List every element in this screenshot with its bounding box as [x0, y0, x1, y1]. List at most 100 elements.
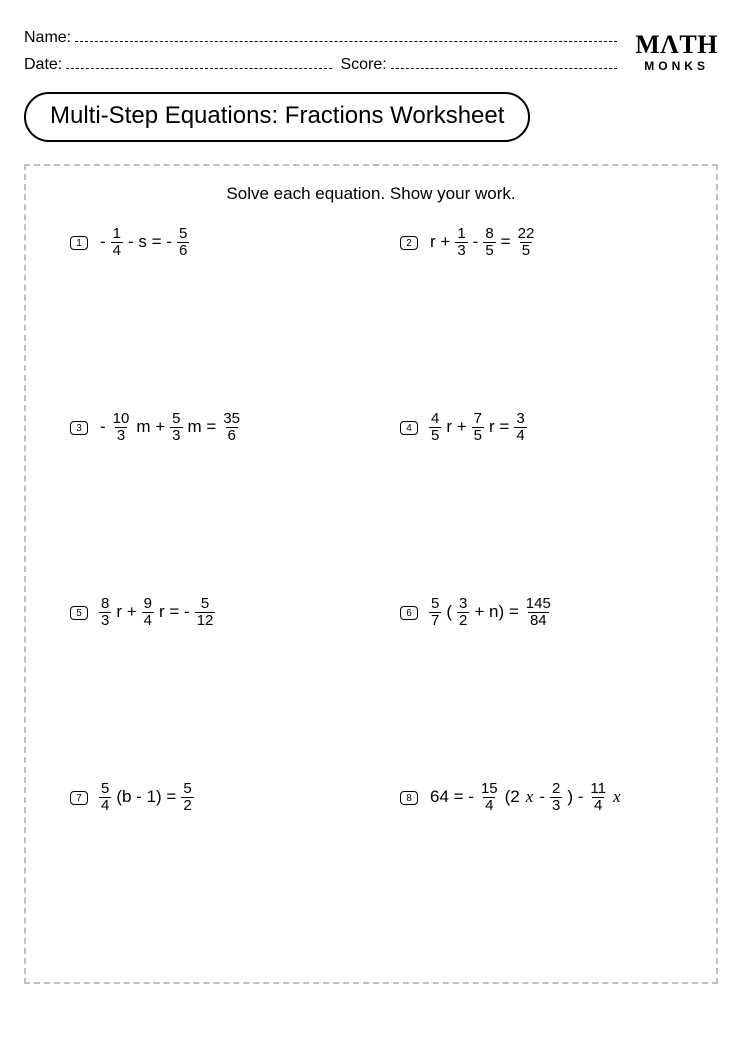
fraction: 53 [170, 411, 182, 444]
fraction-denominator: 6 [226, 427, 238, 444]
name-blank[interactable] [75, 28, 617, 42]
instruction-text: Solve each equation. Show your work. [46, 184, 696, 204]
equation-text: + n) = [472, 602, 520, 622]
equation-text: - s = - [126, 232, 174, 252]
fraction-denominator: 4 [592, 797, 604, 814]
score-blank[interactable] [391, 55, 618, 69]
fraction: 52 [181, 781, 193, 814]
score-field-row: Score: [340, 55, 617, 74]
logo-line2: MONKS [635, 60, 718, 72]
problem-number-badge: 2 [400, 236, 418, 250]
equation-text: m = [186, 417, 219, 437]
fraction: 34 [514, 411, 526, 444]
problem-number-badge: 1 [70, 236, 88, 250]
fraction-numerator: 11 [588, 781, 608, 797]
fraction: 13 [455, 226, 467, 259]
fraction: 45 [429, 411, 441, 444]
equation-text: 64 = - [428, 787, 476, 807]
fraction: 14584 [524, 596, 553, 629]
fraction-numerator: 5 [177, 226, 189, 242]
date-blank[interactable] [66, 55, 332, 69]
fraction-numerator: 9 [142, 596, 154, 612]
fraction-denominator: 3 [455, 242, 467, 259]
fraction-denominator: 7 [429, 612, 441, 629]
fraction-numerator: 145 [524, 596, 553, 612]
fraction: 14 [111, 226, 123, 259]
fraction-numerator: 5 [429, 596, 441, 612]
equation: -14 - s = -56 [98, 226, 190, 259]
date-field-row: Date: [24, 55, 332, 74]
problems-grid: 1-14 - s = -562r +13 - 85 = 2253-103m + … [46, 222, 696, 962]
equation: -103m + 53m = 356 [98, 411, 243, 444]
problem-number-badge: 4 [400, 421, 418, 435]
equation-text: - [98, 232, 108, 252]
fraction: 54 [99, 781, 111, 814]
equation-text: r = - [157, 602, 192, 622]
fraction: 83 [99, 596, 111, 629]
problem-1: 1-14 - s = -56 [46, 222, 366, 407]
equation-text: ) - [565, 787, 585, 807]
fraction-numerator: 1 [455, 226, 467, 242]
problem-7: 754(b - 1) = 52 [46, 777, 366, 962]
equation-text: r + [444, 417, 468, 437]
header: Name: Date: Score: MΛTH MONKS [24, 28, 718, 74]
variable: x [524, 787, 536, 807]
fraction-numerator: 8 [99, 596, 111, 612]
fraction-denominator: 4 [111, 242, 123, 259]
problem-4: 445r + 75r = 34 [376, 407, 696, 592]
equation: 83r + 94r = -512 [98, 596, 216, 629]
equation-text: (2 [503, 787, 522, 807]
name-label: Name: [24, 29, 71, 47]
fraction-numerator: 7 [472, 411, 484, 427]
fraction: 32 [457, 596, 469, 629]
fraction-numerator: 1 [111, 226, 123, 242]
problem-6: 657(32 + n) = 14584 [376, 592, 696, 777]
equation: r +13 - 85 = 225 [428, 226, 537, 259]
worksheet-page: Name: Date: Score: MΛTH MONKS Multi-Step… [0, 0, 742, 1004]
fraction-numerator: 22 [516, 226, 537, 242]
fraction-denominator: 3 [550, 797, 562, 814]
fraction-denominator: 6 [177, 242, 189, 259]
fraction-numerator: 35 [221, 411, 242, 427]
score-label: Score: [340, 56, 386, 74]
equation-text: m + [134, 417, 167, 437]
logo-line1: MΛTH [635, 32, 718, 58]
problem-8: 864 = -154(2x - 23) - 114x [376, 777, 696, 962]
work-area: Solve each equation. Show your work. 1-1… [24, 164, 718, 984]
fraction: 114 [588, 781, 608, 814]
fraction: 57 [429, 596, 441, 629]
fraction-denominator: 3 [115, 427, 127, 444]
problem-number-badge: 3 [70, 421, 88, 435]
date-label: Date: [24, 56, 62, 74]
worksheet-title: Multi-Step Equations: Fractions Workshee… [24, 92, 530, 142]
fraction-numerator: 3 [514, 411, 526, 427]
equation-text: r + [114, 602, 138, 622]
fraction-denominator: 4 [99, 797, 111, 814]
equation-text: ( [444, 602, 454, 622]
fraction-denominator: 84 [528, 612, 549, 629]
problem-5: 583r + 94r = -512 [46, 592, 366, 777]
equation: 57(32 + n) = 14584 [428, 596, 554, 629]
problem-2: 2r +13 - 85 = 225 [376, 222, 696, 407]
fraction-denominator: 3 [99, 612, 111, 629]
fraction-numerator: 5 [170, 411, 182, 427]
fraction: 85 [483, 226, 495, 259]
fraction: 356 [221, 411, 242, 444]
fraction-numerator: 4 [429, 411, 441, 427]
fraction-denominator: 2 [181, 797, 193, 814]
fraction-denominator: 5 [429, 427, 441, 444]
fraction-denominator: 4 [483, 797, 495, 814]
fraction-numerator: 5 [181, 781, 193, 797]
problem-number-badge: 8 [400, 791, 418, 805]
fraction-denominator: 4 [514, 427, 526, 444]
header-fields: Name: Date: Score: [24, 28, 617, 74]
equation-text: - [537, 787, 547, 807]
fraction-denominator: 5 [483, 242, 495, 259]
fraction-numerator: 8 [483, 226, 495, 242]
fraction: 512 [195, 596, 216, 629]
logo: MΛTH MONKS [635, 28, 718, 72]
fraction-numerator: 5 [199, 596, 211, 612]
fraction: 154 [479, 781, 500, 814]
fraction-numerator: 15 [479, 781, 500, 797]
equation-text: (b - 1) = [114, 787, 178, 807]
